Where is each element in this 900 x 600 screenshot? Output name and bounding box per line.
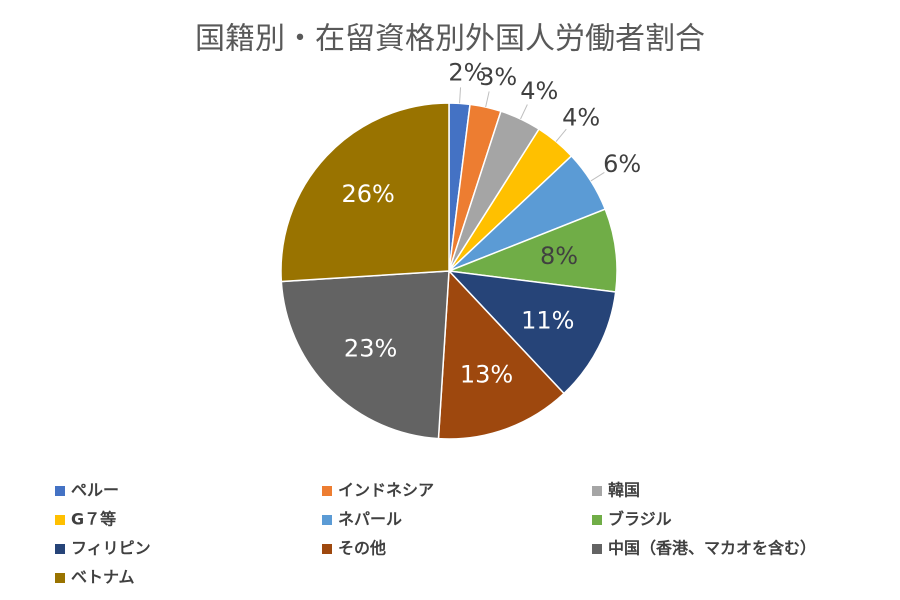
- data-label: 23%: [344, 334, 397, 362]
- pie-slice: [447, 269, 617, 395]
- legend-label: 韓国: [608, 481, 640, 500]
- data-label: 6%: [603, 150, 641, 178]
- data-label: 2%: [448, 58, 486, 86]
- leader-line: [520, 104, 528, 120]
- legend-label: インドネシア: [338, 481, 434, 500]
- legend-label: ネパール: [338, 510, 402, 529]
- data-label: 4%: [562, 103, 600, 131]
- data-label: 26%: [342, 180, 395, 208]
- leader-line: [459, 87, 462, 104]
- pie-slice: [437, 269, 566, 440]
- leader-line: [555, 128, 567, 142]
- data-label: 8%: [540, 242, 578, 270]
- legend-swatch: [322, 544, 332, 554]
- pie-slice: [280, 102, 450, 283]
- legend-label: G７等: [71, 510, 116, 529]
- leader-line: [590, 171, 605, 182]
- chart-title: 国籍別・在留資格別外国人労働者割合: [195, 22, 705, 57]
- legend-swatch: [55, 544, 65, 554]
- data-label: 3%: [479, 63, 517, 91]
- legend-label: ベトナム: [71, 568, 135, 587]
- data-label: 11%: [521, 306, 574, 334]
- legend-swatch: [322, 486, 332, 496]
- legend-swatch: [55, 486, 65, 496]
- legend-swatch: [592, 544, 602, 554]
- leader-line: [485, 91, 490, 108]
- legend-swatch: [55, 515, 65, 525]
- legend-swatch: [322, 515, 332, 525]
- pie-slice: [280, 270, 450, 440]
- legend-label: 中国（香港、マカオを含む）: [608, 539, 816, 558]
- data-label: 13%: [460, 360, 513, 388]
- legend-label: その他: [338, 539, 386, 558]
- legend-label: ペルー: [71, 481, 119, 500]
- legend-swatch: [55, 573, 65, 583]
- legend-swatch: [592, 486, 602, 496]
- legend-label: ブラジル: [608, 510, 672, 529]
- legend-swatch: [592, 515, 602, 525]
- legend-label: フィリピン: [71, 539, 151, 558]
- data-label: 4%: [520, 77, 558, 105]
